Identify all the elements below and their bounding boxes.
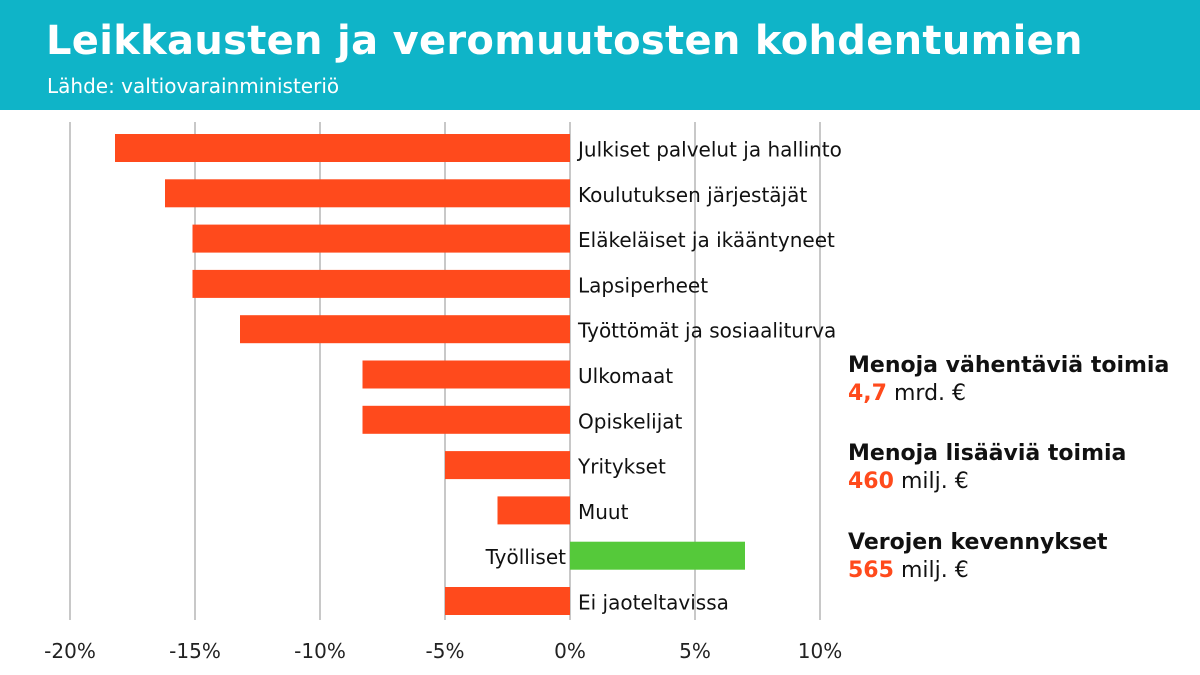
category-label: Työttömät ja sosiaaliturva	[577, 319, 836, 343]
summary-value: 565 milj. €	[848, 557, 1108, 585]
category-label: Työlliset	[485, 545, 567, 569]
page-title: Leikkausten ja veromuutosten kohdentumie…	[46, 18, 1083, 64]
summary-unit: milj. €	[900, 469, 969, 494]
category-label: Ulkomaat	[578, 364, 673, 388]
summary-heading: Menoja lisääviä toimia	[848, 441, 1127, 466]
category-label: Koulutuksen järjestäjät	[578, 183, 807, 207]
bar	[445, 451, 570, 480]
bar	[445, 587, 570, 615]
summary-unit: mrd. €	[893, 381, 967, 406]
summary-spending-increases: Menoja lisääviä toimia 460 milj. €	[848, 440, 1126, 496]
bar	[192, 224, 570, 253]
category-label: Yritykset	[577, 455, 666, 479]
page-subtitle: Lähde: valtiovarainministeriö	[47, 74, 340, 98]
bar	[192, 269, 570, 298]
bar	[362, 360, 570, 389]
summary-value: 460 milj. €	[848, 468, 1126, 496]
x-tick-label: -10%	[294, 639, 346, 663]
category-label: Opiskelijat	[578, 409, 683, 433]
summary-tax-cuts: Verojen kevennykset 565 milj. €	[848, 529, 1108, 585]
summary-heading: Menoja vähentäviä toimia	[848, 353, 1170, 378]
summary-number: 460	[848, 469, 894, 494]
x-tick-label: 0%	[554, 639, 586, 663]
bar	[165, 179, 570, 208]
category-label: Lapsiperheet	[578, 273, 708, 297]
category-label: Eläkeläiset ja ikääntyneet	[578, 228, 835, 252]
bar	[570, 541, 745, 570]
bar	[362, 405, 570, 434]
summary-unit: milj. €	[900, 558, 969, 583]
summary-spending-cuts: Menoja vähentäviä toimia 4,7 mrd. €	[848, 352, 1169, 408]
bar	[240, 315, 570, 344]
x-tick-label: -20%	[44, 639, 96, 663]
x-tick-label: 5%	[679, 639, 711, 663]
bars	[115, 134, 745, 615]
bar	[497, 496, 570, 525]
category-label: Ei jaoteltavissa	[578, 591, 729, 615]
category-labels: Julkiset palvelut ja hallinto Koulutuksen…	[485, 138, 842, 615]
x-tick-label: -5%	[426, 639, 465, 663]
category-label: Julkiset palvelut ja hallinto	[576, 138, 842, 162]
category-label: Muut	[578, 500, 629, 524]
summary-heading: Verojen kevennykset	[848, 530, 1108, 555]
x-tick-label: 10%	[798, 639, 842, 663]
x-tick-label: -15%	[169, 639, 221, 663]
x-axis-ticks: -20% -15% -10% -5% 0% 5% 10%	[44, 639, 842, 663]
summary-number: 565	[848, 558, 894, 583]
bar	[115, 134, 570, 162]
header-banner: Leikkausten ja veromuutosten kohdentumie…	[0, 0, 1200, 110]
summary-number: 4,7	[848, 381, 887, 406]
summary-value: 4,7 mrd. €	[848, 380, 1169, 408]
